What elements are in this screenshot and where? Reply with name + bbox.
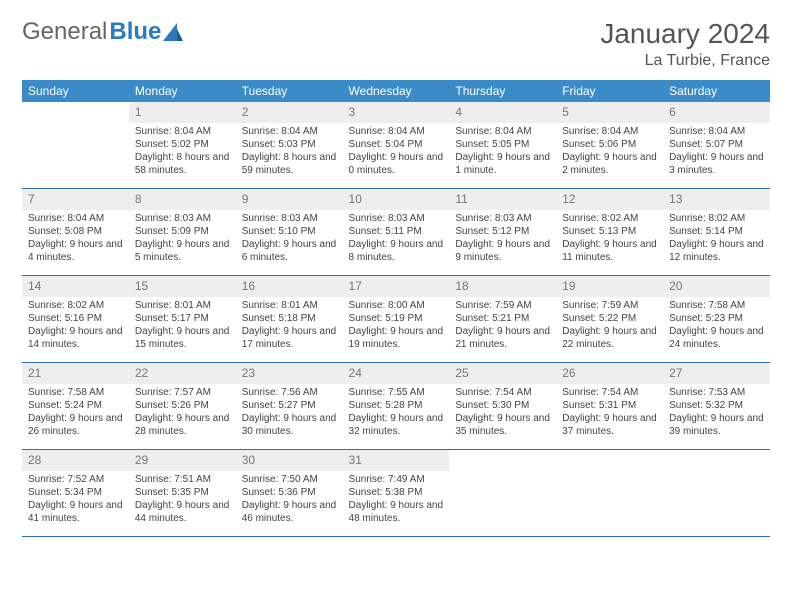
day-number: 16 [236, 276, 343, 297]
day-number: 5 [556, 102, 663, 123]
day-number: 4 [449, 102, 556, 123]
day-info: Sunrise: 7:57 AM Sunset: 5:26 PM Dayligh… [129, 384, 236, 450]
daynum-row: 123456 [22, 102, 770, 123]
daynum-row: 28293031 [22, 450, 770, 471]
day-number: 8 [129, 189, 236, 210]
weekday-header: Sunday Monday Tuesday Wednesday Thursday… [22, 80, 770, 102]
day-number [449, 450, 556, 471]
day-info: Sunrise: 7:49 AM Sunset: 5:38 PM Dayligh… [343, 471, 450, 537]
day-info: Sunrise: 7:59 AM Sunset: 5:21 PM Dayligh… [449, 297, 556, 363]
day-info: Sunrise: 7:58 AM Sunset: 5:24 PM Dayligh… [22, 384, 129, 450]
weekday-col: Monday [129, 80, 236, 102]
daynum-row: 78910111213 [22, 189, 770, 210]
day-info: Sunrise: 7:50 AM Sunset: 5:36 PM Dayligh… [236, 471, 343, 537]
day-number: 6 [663, 102, 770, 123]
day-number: 18 [449, 276, 556, 297]
day-info: Sunrise: 8:04 AM Sunset: 5:05 PM Dayligh… [449, 123, 556, 189]
day-number [556, 450, 663, 471]
day-info: Sunrise: 8:03 AM Sunset: 5:09 PM Dayligh… [129, 210, 236, 276]
brand-name-part2-text: Blue [109, 18, 161, 46]
weekday-col: Thursday [449, 80, 556, 102]
day-info: Sunrise: 7:54 AM Sunset: 5:31 PM Dayligh… [556, 384, 663, 450]
day-number: 21 [22, 363, 129, 384]
day-info: Sunrise: 7:51 AM Sunset: 5:35 PM Dayligh… [129, 471, 236, 537]
daynum-row: 14151617181920 [22, 276, 770, 297]
weekday-col: Sunday [22, 80, 129, 102]
day-number: 23 [236, 363, 343, 384]
day-number: 2 [236, 102, 343, 123]
day-info: Sunrise: 7:55 AM Sunset: 5:28 PM Dayligh… [343, 384, 450, 450]
day-number: 7 [22, 189, 129, 210]
daynum-row: 21222324252627 [22, 363, 770, 384]
day-info: Sunrise: 8:02 AM Sunset: 5:16 PM Dayligh… [22, 297, 129, 363]
day-info: Sunrise: 8:02 AM Sunset: 5:14 PM Dayligh… [663, 210, 770, 276]
day-number [663, 450, 770, 471]
day-info: Sunrise: 8:04 AM Sunset: 5:03 PM Dayligh… [236, 123, 343, 189]
day-number: 17 [343, 276, 450, 297]
day-info: Sunrise: 8:04 AM Sunset: 5:07 PM Dayligh… [663, 123, 770, 189]
day-info: Sunrise: 8:04 AM Sunset: 5:06 PM Dayligh… [556, 123, 663, 189]
day-number: 10 [343, 189, 450, 210]
day-info: Sunrise: 8:00 AM Sunset: 5:19 PM Dayligh… [343, 297, 450, 363]
day-number: 28 [22, 450, 129, 471]
day-number: 20 [663, 276, 770, 297]
day-number: 29 [129, 450, 236, 471]
day-info [556, 471, 663, 537]
day-info [663, 471, 770, 537]
day-info: Sunrise: 8:04 AM Sunset: 5:02 PM Dayligh… [129, 123, 236, 189]
day-number: 27 [663, 363, 770, 384]
day-info: Sunrise: 7:53 AM Sunset: 5:32 PM Dayligh… [663, 384, 770, 450]
day-number: 1 [129, 102, 236, 123]
day-info: Sunrise: 8:01 AM Sunset: 5:17 PM Dayligh… [129, 297, 236, 363]
day-number: 12 [556, 189, 663, 210]
day-info [22, 123, 129, 189]
day-number: 31 [343, 450, 450, 471]
month-title: January 2024 [600, 18, 770, 50]
brand-name-part1: General [22, 18, 107, 46]
day-info: Sunrise: 8:02 AM Sunset: 5:13 PM Dayligh… [556, 210, 663, 276]
page-header: General Blue January 2024 La Turbie, Fra… [22, 18, 770, 70]
day-number: 14 [22, 276, 129, 297]
weekday-col: Friday [556, 80, 663, 102]
day-number: 9 [236, 189, 343, 210]
info-row: Sunrise: 8:02 AM Sunset: 5:16 PM Dayligh… [22, 297, 770, 363]
day-info: Sunrise: 8:01 AM Sunset: 5:18 PM Dayligh… [236, 297, 343, 363]
day-number: 3 [343, 102, 450, 123]
info-row: Sunrise: 7:58 AM Sunset: 5:24 PM Dayligh… [22, 384, 770, 450]
day-number: 26 [556, 363, 663, 384]
day-number: 30 [236, 450, 343, 471]
info-row: Sunrise: 8:04 AM Sunset: 5:08 PM Dayligh… [22, 210, 770, 276]
day-info [449, 471, 556, 537]
day-number: 22 [129, 363, 236, 384]
day-info: Sunrise: 7:52 AM Sunset: 5:34 PM Dayligh… [22, 471, 129, 537]
day-number: 13 [663, 189, 770, 210]
day-info: Sunrise: 8:03 AM Sunset: 5:11 PM Dayligh… [343, 210, 450, 276]
day-number: 24 [343, 363, 450, 384]
brand-name-part2: Blue [109, 18, 183, 46]
day-number: 25 [449, 363, 556, 384]
weekday-col: Saturday [663, 80, 770, 102]
day-info: Sunrise: 7:54 AM Sunset: 5:30 PM Dayligh… [449, 384, 556, 450]
day-info: Sunrise: 8:03 AM Sunset: 5:10 PM Dayligh… [236, 210, 343, 276]
location-label: La Turbie, France [600, 52, 770, 70]
day-info: Sunrise: 7:56 AM Sunset: 5:27 PM Dayligh… [236, 384, 343, 450]
day-info: Sunrise: 8:03 AM Sunset: 5:12 PM Dayligh… [449, 210, 556, 276]
day-number: 15 [129, 276, 236, 297]
day-info: Sunrise: 8:04 AM Sunset: 5:04 PM Dayligh… [343, 123, 450, 189]
day-info: Sunrise: 7:58 AM Sunset: 5:23 PM Dayligh… [663, 297, 770, 363]
calendar-table: Sunday Monday Tuesday Wednesday Thursday… [22, 80, 770, 537]
title-block: January 2024 La Turbie, France [600, 18, 770, 70]
day-number: 11 [449, 189, 556, 210]
day-number [22, 102, 129, 123]
info-row: Sunrise: 8:04 AM Sunset: 5:02 PM Dayligh… [22, 123, 770, 189]
info-row: Sunrise: 7:52 AM Sunset: 5:34 PM Dayligh… [22, 471, 770, 537]
brand-logo: General Blue [22, 18, 183, 46]
weekday-col: Wednesday [343, 80, 450, 102]
day-info: Sunrise: 7:59 AM Sunset: 5:22 PM Dayligh… [556, 297, 663, 363]
weekday-col: Tuesday [236, 80, 343, 102]
day-number: 19 [556, 276, 663, 297]
calendar-body: 123456Sunrise: 8:04 AM Sunset: 5:02 PM D… [22, 102, 770, 537]
day-info: Sunrise: 8:04 AM Sunset: 5:08 PM Dayligh… [22, 210, 129, 276]
brand-sail-icon [163, 23, 183, 41]
